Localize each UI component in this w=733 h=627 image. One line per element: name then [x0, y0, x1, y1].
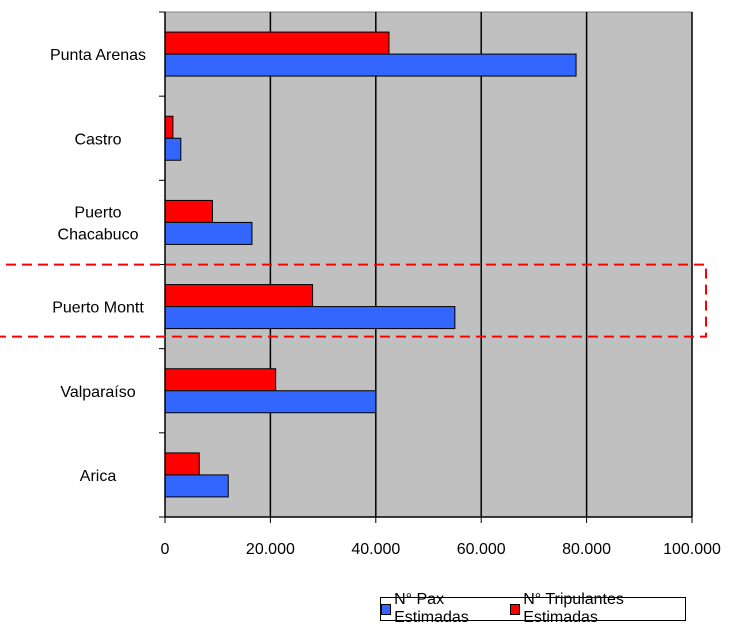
x-tick-label: 0	[161, 541, 170, 558]
highlight-box-puerto-montt	[0, 263, 707, 338]
category-label-valparaiso: Valparaíso	[60, 384, 135, 401]
category-label-arica: Arica	[80, 468, 117, 485]
bars	[164, 31, 577, 498]
bar-castro-n-tripulantes-estimadas	[164, 115, 174, 139]
category-label-punta-arenas: Punta Arenas	[50, 47, 146, 64]
bar-valparaiso-n-tripulantes-estimadas	[164, 368, 277, 392]
bar-chart: 0 20.000 40.000 60.000 80.000 100.000 Punta Ar…	[0, 11, 721, 558]
bar-punta-arenas-n-pax-estimadas	[164, 53, 577, 77]
legend-swatch-tripulantes	[510, 603, 521, 615]
axes	[159, 11, 693, 523]
x-tick-label: 20.000	[246, 541, 295, 558]
bar-arica-n-tripulantes-estimadas	[164, 452, 200, 476]
axis-labels: 0 20.000 40.000 60.000 80.000 100.000 Punta Ar…	[50, 47, 721, 558]
bar-puerto-montt-n-tripulantes-estimadas	[164, 284, 314, 308]
bar-puerto-chacabuco-n-pax-estimadas	[164, 221, 253, 245]
bar-puerto-chacabuco-n-tripulantes-estimadas	[164, 199, 213, 223]
bar-arica-n-pax-estimadas	[164, 474, 229, 498]
bar-valparaiso-n-pax-estimadas	[164, 390, 377, 414]
bar-puerto-montt-n-pax-estimadas	[164, 306, 456, 330]
category-label-puerto-chacabuco: Chacabuco	[58, 226, 139, 243]
category-label-castro: Castro	[74, 131, 121, 148]
category-label-puerto-chacabuco: Puerto	[74, 204, 121, 221]
bar-punta-arenas-n-tripulantes-estimadas	[164, 31, 390, 55]
x-tick-label: 60.000	[457, 541, 506, 558]
x-tick-label: 80.000	[562, 541, 611, 558]
x-tick-label: 40.000	[351, 541, 400, 558]
legend-swatch-pax	[381, 603, 392, 615]
category-label-puerto-montt: Puerto Montt	[52, 300, 144, 317]
legend: N° Pax Estimadas N° Tripulantes Estimada…	[380, 591, 686, 626]
bar-castro-n-pax-estimadas	[164, 137, 182, 161]
x-tick-label: 100.000	[663, 541, 721, 558]
